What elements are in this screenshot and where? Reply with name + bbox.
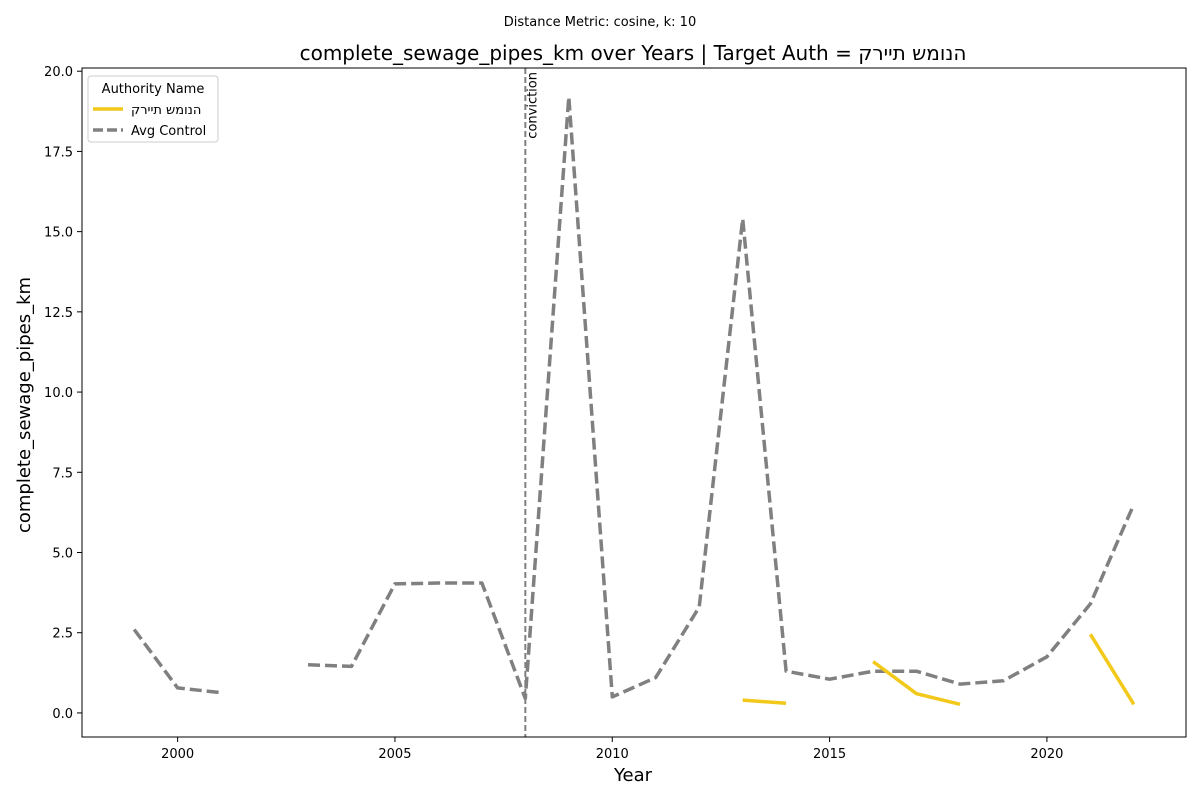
- y-tick-label: 0.0: [52, 707, 73, 722]
- series-line-target: [742, 698, 787, 706]
- series-line-avg-control: [132, 628, 222, 695]
- chart-title: complete_sewage_pipes_km over Years | Ta…: [300, 41, 967, 65]
- x-tick-label: 2005: [378, 747, 411, 762]
- legend-label-control: Avg Control: [131, 124, 206, 139]
- series-line-target: [872, 660, 961, 707]
- plot-area: 2000 2005 2010 2015 2020 0.0 2.5 5.0 7.5 10.0 12.5…: [44, 65, 1187, 762]
- y-tick-label: 5.0: [52, 547, 73, 562]
- y-tick-label: 15.0: [44, 226, 73, 241]
- y-tick-label: 17.5: [44, 145, 73, 160]
- x-axis-label: Year: [613, 765, 653, 786]
- x-tick-label: 2020: [1030, 747, 1063, 762]
- legend-title: Authority Name: [102, 82, 205, 97]
- y-axis-label: complete_sewage_pipes_km: [14, 277, 35, 533]
- legend: Authority Name הנומש תיירק Avg Control: [87, 75, 219, 143]
- y-tick-label: 7.5: [52, 466, 73, 481]
- y-tick-label: 20.0: [44, 65, 73, 80]
- y-tick-label: 10.0: [44, 386, 73, 401]
- x-tick-label: 2000: [161, 747, 194, 762]
- legend-label-target: הנומש תיירק: [131, 103, 201, 118]
- plot-frame: [81, 67, 1187, 738]
- x-tick-label: 2010: [596, 747, 629, 762]
- legend-box: [87, 75, 219, 143]
- conviction-label: conviction: [525, 72, 540, 139]
- series-layer: conviction: [132, 68, 1136, 737]
- y-tick-label: 12.5: [44, 306, 73, 321]
- x-tick-label: 2015: [813, 747, 846, 762]
- series-line-target: [1088, 633, 1136, 706]
- series-line-avg-control: [307, 95, 1136, 701]
- y-tick-label: 2.5: [52, 627, 73, 642]
- chart-suptitle: Distance Metric: cosine, k: 10: [504, 15, 696, 30]
- axis-ticks: 2000 2005 2010 2015 2020 0.0 2.5 5.0 7.5 10.0 12.5…: [44, 65, 1063, 762]
